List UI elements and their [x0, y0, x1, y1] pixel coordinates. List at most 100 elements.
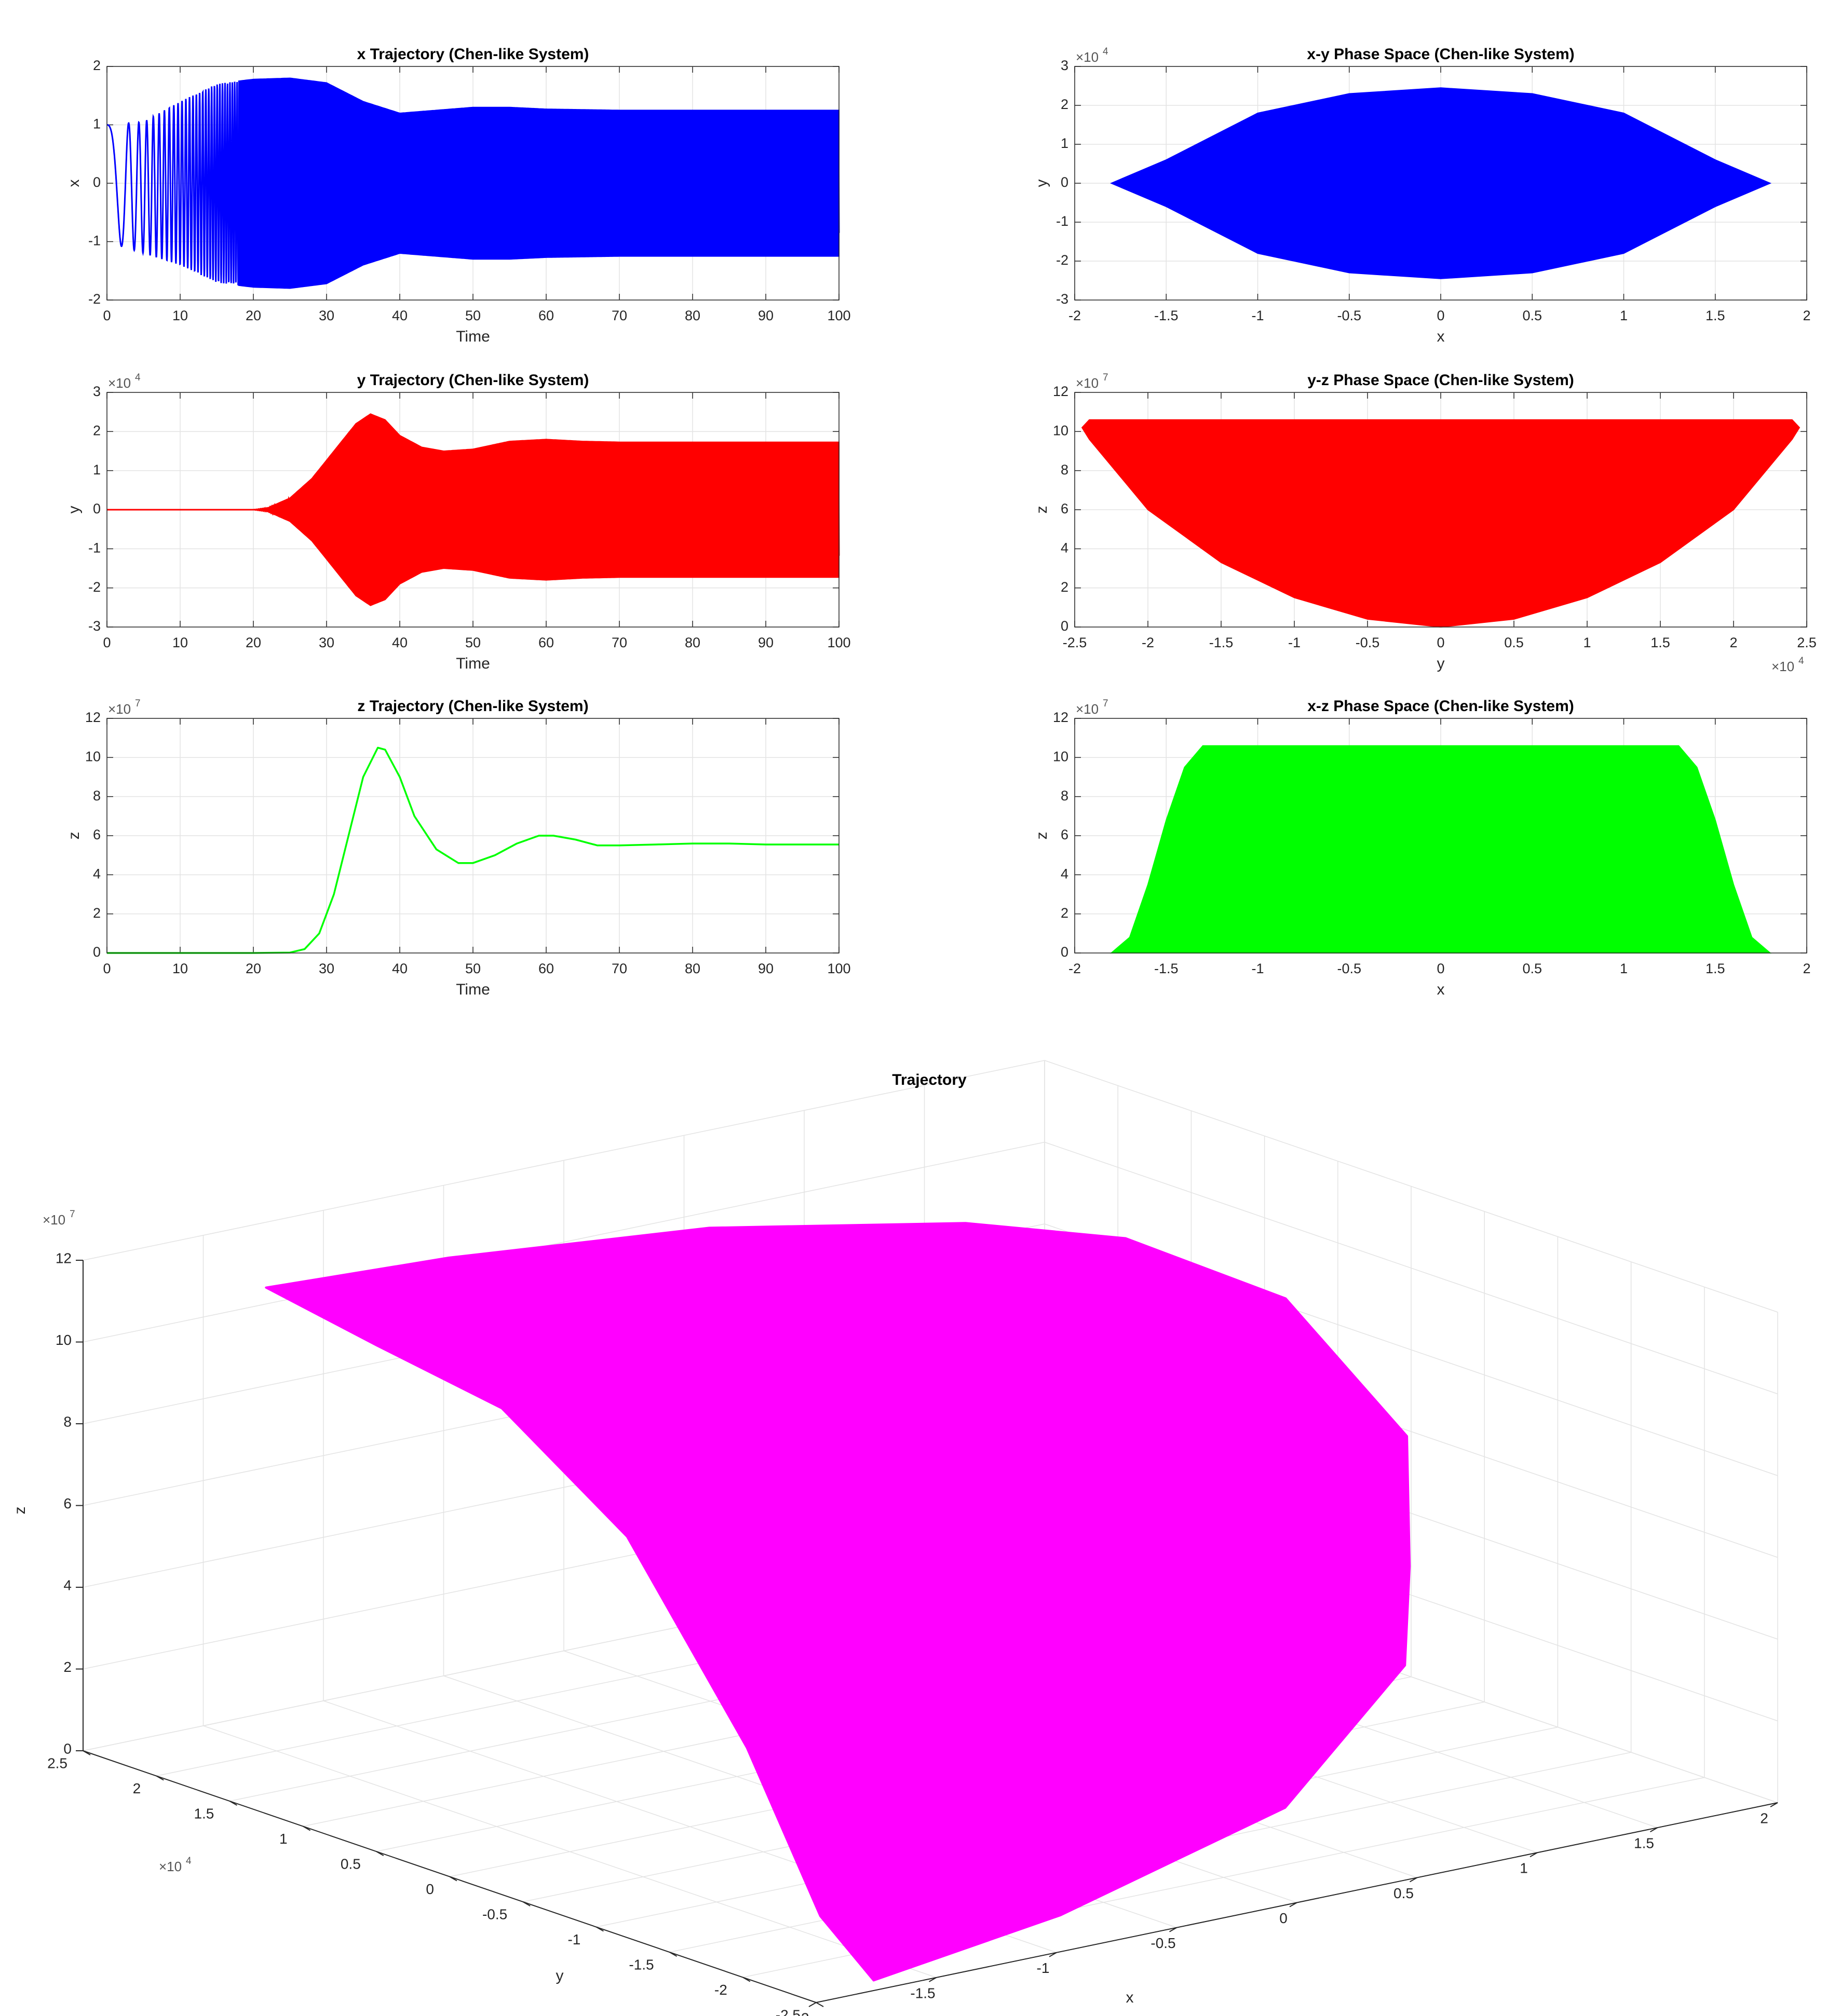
y-tick-label: 8 [93, 788, 101, 803]
chart-title: y Trajectory (Chen-like System) [357, 372, 589, 389]
y-tick-label: 2 [1061, 905, 1068, 921]
chart-panel-1: 0 10 20 30 40 50 60 70 80 90 100 -2 -1 0 1 2 x Trajector… [65, 46, 851, 345]
y-tick-mark [742, 1977, 751, 1982]
x-tick-label: 2 [1760, 1810, 1768, 1826]
x-tick-label: 0 [103, 961, 111, 976]
x-tick-label: 0.5 [1393, 1885, 1414, 1901]
x-tick-mark [1530, 1852, 1538, 1858]
x-tick-mark [1049, 1952, 1057, 1957]
y-axis-label: z [1033, 506, 1050, 514]
x-tick-label: -0.5 [1337, 961, 1361, 976]
y-exponent-label: ×10 7 [108, 698, 141, 717]
y-tick-label: 1 [93, 116, 101, 132]
series-data [107, 746, 839, 954]
y-exponent-label-exponent: 7 [1103, 372, 1108, 383]
x-tick-label: -1.5 [910, 1985, 935, 2001]
y-tick-label: -3 [1056, 291, 1068, 307]
y-exponent-label-exponent: 4 [135, 372, 141, 383]
x-tick-label: 2 [1729, 635, 1737, 650]
y-tick-label: -2 [1056, 252, 1068, 268]
y-axis-label: y [1033, 180, 1050, 187]
y-axis-label: x [65, 180, 83, 187]
x-tick-label: 0 [1437, 308, 1444, 323]
y-tick-label: 0 [1061, 174, 1068, 190]
y-exponent-label-base: ×10 [1076, 701, 1099, 717]
y-tick-label: 4 [93, 866, 101, 881]
axes-frame [1074, 718, 1807, 953]
y-exponent-label-base: ×10 [1076, 49, 1099, 65]
y-tick-label: 6 [93, 827, 101, 842]
x-tick-label: 50 [465, 961, 481, 976]
x-tick-label: -2 [1068, 961, 1081, 976]
y-exponent-label: ×10 7 [1076, 372, 1108, 391]
chart-title: z Trajectory (Chen-like System) [357, 698, 588, 715]
x-tick-label: 0 [1437, 635, 1444, 650]
x-tick-label: 70 [612, 961, 627, 976]
x-tick-label: 2 [1803, 308, 1810, 323]
x-tick-label: 0 [103, 635, 111, 650]
x-tick-label: 1.5 [1634, 1835, 1654, 1851]
y-exponent-label-base: ×10 [108, 375, 131, 391]
z-tick-label: 10 [56, 1332, 72, 1348]
series-filled-region [1109, 87, 1772, 279]
x-tick-label: 1.5 [1650, 635, 1670, 650]
x-tick-label: -0.5 [1337, 308, 1361, 323]
x-tick-label: 1 [1620, 961, 1628, 976]
y-tick-label: 2 [1061, 97, 1068, 112]
x-tick-label: 90 [758, 308, 774, 323]
y-tick-label: 2 [93, 423, 101, 438]
x-tick-label: -2.5 [1063, 635, 1087, 650]
y-tick-label: 0.5 [341, 1856, 361, 1872]
x-tick-label: -1.5 [1154, 961, 1179, 976]
x-tick-label: 1 [1583, 635, 1591, 650]
y-tick-mark [816, 2002, 824, 2007]
x-tick-label: 0 [1279, 1910, 1288, 1926]
y-exponent-label-exponent: 7 [135, 698, 141, 709]
x-tick-label: 1 [1520, 1860, 1528, 1876]
chart-title: x-y Phase Space (Chen-like System) [1307, 46, 1574, 63]
series-line [107, 746, 839, 954]
x-tick-label: 20 [246, 635, 261, 650]
trajectory-surface [265, 1222, 1411, 1982]
y-tick-label: -1 [88, 233, 101, 249]
y-tick-label: -1 [1056, 213, 1068, 229]
x-tick-mark [1770, 1802, 1778, 1807]
y-tick-label: 10 [1053, 423, 1068, 438]
backwall-grid-line-z [83, 1060, 1045, 1261]
x-tick-label: 40 [392, 961, 408, 976]
y-exponent-label: ×10 4 [159, 1856, 192, 1874]
x-tick-label: -0.5 [1356, 635, 1380, 650]
y-tick-mark [669, 1952, 678, 1957]
y-tick-label: 1 [1061, 135, 1068, 151]
y-exponent-label-base: ×10 [1076, 375, 1099, 391]
x-tick-label: 10 [172, 961, 188, 976]
x-tick-label: 10 [172, 308, 188, 323]
z-tick-label: 2 [63, 1659, 72, 1675]
series-filled-region [1109, 745, 1772, 953]
y-exponent-label: ×10 4 [108, 372, 141, 391]
z-axis-label: z [11, 1507, 29, 1515]
x-tick-label: 80 [685, 635, 700, 650]
y-tick-label: 4 [1061, 540, 1068, 555]
x-tick-label: 90 [758, 635, 774, 650]
x-tick-label: -1.5 [1154, 308, 1179, 323]
x-tick-label: -1 [1288, 635, 1301, 650]
x-tick-label: -1 [1037, 1960, 1050, 1976]
x-tick-label: 0.5 [1522, 308, 1542, 323]
y-tick-mark [229, 1801, 237, 1806]
y-tick-label: 2.5 [47, 1755, 67, 1771]
x-tick-label: 70 [612, 308, 627, 323]
axes-frame [106, 392, 840, 628]
y-tick-label: 10 [1053, 748, 1068, 764]
sidewall-grid-line-z [1044, 1141, 1778, 1395]
x-tick-mark [1289, 1902, 1297, 1908]
chart-panel-5: 0 10 20 30 40 50 60 70 80 90 100 0 2 4 6 8 10 12 z Traject… [65, 698, 851, 998]
chart-panel-6: -2 -1.5 -1 -0.5 0 0.5 1 1.5 2 0 2 4 6 8 10 12 x-z Phase … [1033, 698, 1811, 998]
x-axis-label: x [1437, 328, 1445, 345]
y-exponent-label-base: ×10 [108, 701, 131, 717]
y-tick-label: 3 [1061, 58, 1068, 73]
x-tick-mark [1169, 1927, 1177, 1932]
y-tick-label: 2 [133, 1780, 141, 1796]
y-tick-mark [522, 1901, 531, 1906]
